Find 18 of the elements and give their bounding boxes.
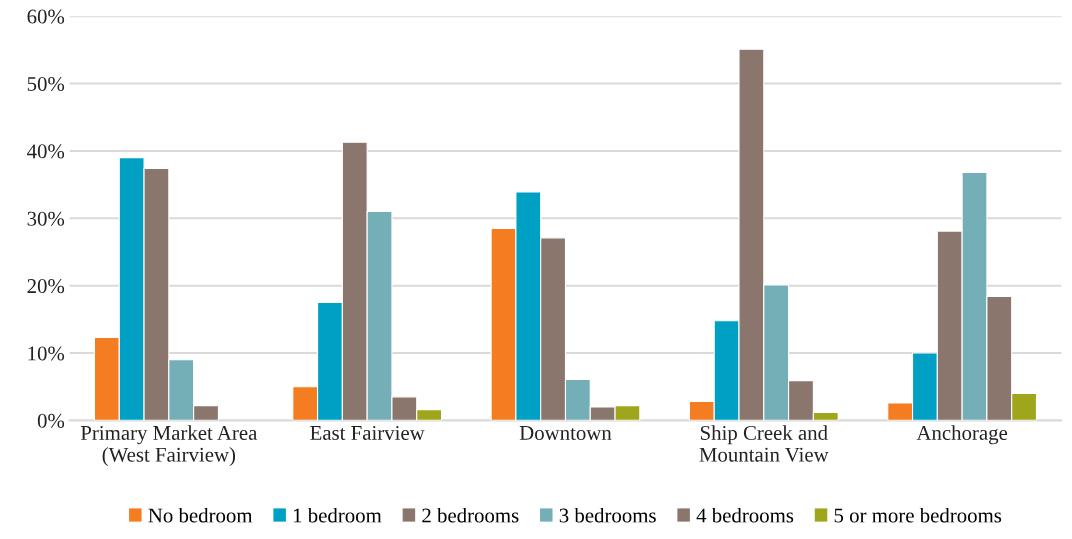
x-tick-label: Ship Creek and Mountain View — [699, 425, 829, 462]
legend-label: 4 bedrooms — [696, 507, 794, 523]
x-tick-label: Anchorage — [916, 425, 1008, 445]
legend-label: 1 bedroom — [293, 507, 382, 523]
x-tick-label: East Fairview — [310, 425, 425, 440]
y-tick-label: 0% — [37, 413, 65, 428]
y-tick-label: 50% — [27, 76, 65, 92]
legend-label: 2 bedrooms — [422, 507, 519, 523]
y-tick-label: 20% — [27, 279, 65, 294]
y-tick-label: 10% — [28, 346, 65, 361]
x-tick-label: Downtown — [519, 426, 612, 440]
x-tick-label: Primary Market Area (West Fairview) — [80, 425, 258, 467]
y-tick-label: 30% — [27, 211, 65, 226]
legend-label: 3 bedrooms — [559, 507, 656, 523]
legend-label: No bedroom — [148, 507, 253, 523]
y-tick-label: 60% — [27, 9, 65, 24]
legend-label: 5 or more bedrooms — [834, 507, 1002, 523]
y-tick-label: 40% — [27, 144, 65, 159]
